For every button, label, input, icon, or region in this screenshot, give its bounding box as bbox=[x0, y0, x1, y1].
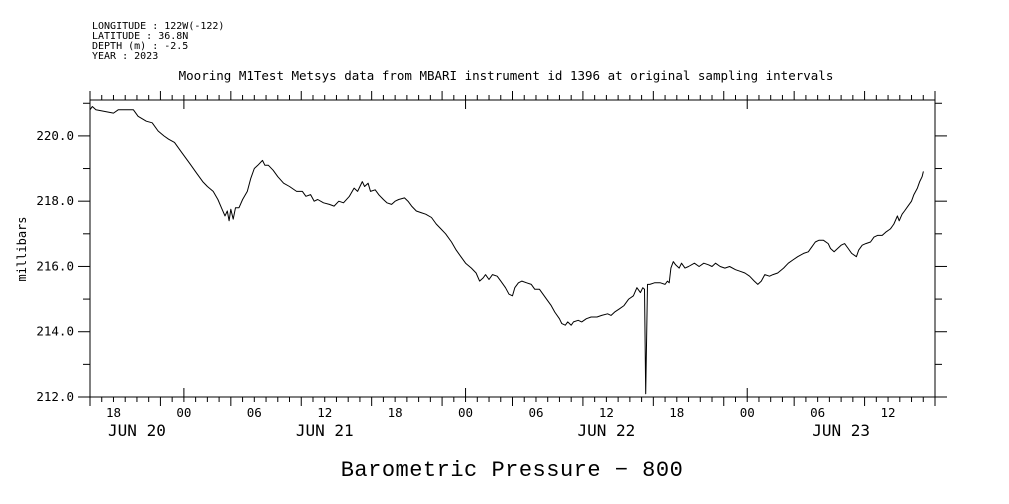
x-day-label: JUN 23 bbox=[812, 421, 870, 440]
x-tick-label: 00 bbox=[176, 405, 191, 420]
x-tick-label: 12 bbox=[317, 405, 332, 420]
y-tick-label: 216.0 bbox=[36, 258, 74, 273]
x-day-label: JUN 21 bbox=[296, 421, 354, 440]
y-tick-label: 220.0 bbox=[36, 128, 74, 143]
axes-layer: 18 00 06 12 18 00 06 12 18 00 06 12 JUN 20 JUN 21 JUN … bbox=[36, 91, 947, 440]
metadata-latitude: LATITUDE : 36.8N bbox=[92, 31, 188, 42]
bottom-caption: Barometric Pressure − 800 bbox=[341, 458, 684, 483]
metadata-depth: DEPTH (m) : -2.5 bbox=[92, 41, 188, 52]
y-axis-title: millibars bbox=[15, 216, 29, 281]
x-tick-label: 06 bbox=[247, 405, 262, 420]
x-tick-label: 12 bbox=[599, 405, 614, 420]
x-tick-label: 06 bbox=[810, 405, 825, 420]
x-tick-label: 18 bbox=[106, 405, 121, 420]
chart-title: Mooring M1Test Metsys data from MBARI in… bbox=[179, 68, 834, 83]
x-tick-label: 18 bbox=[669, 405, 684, 420]
y-tick-label: 218.0 bbox=[36, 193, 74, 208]
metadata-block: LONGITUDE : 122W(-122) LATITUDE : 36.8N … bbox=[92, 21, 224, 62]
x-day-label: JUN 20 bbox=[108, 421, 166, 440]
x-tick-label: 00 bbox=[740, 405, 755, 420]
metadata-longitude: LONGITUDE : 122W(-122) bbox=[92, 21, 224, 32]
plot-frame bbox=[89, 99, 936, 398]
y-tick-label: 214.0 bbox=[36, 324, 74, 339]
pressure-data-line bbox=[89, 106, 924, 395]
series-layer bbox=[89, 106, 924, 395]
x-tick-label: 18 bbox=[388, 405, 403, 420]
x-tick-label: 12 bbox=[881, 405, 896, 420]
x-tick-label: 00 bbox=[458, 405, 473, 420]
metadata-year: YEAR : 2023 bbox=[92, 51, 158, 62]
y-tick-label: 212.0 bbox=[36, 389, 74, 404]
x-day-label: JUN 22 bbox=[577, 421, 635, 440]
x-tick-label: 06 bbox=[528, 405, 543, 420]
